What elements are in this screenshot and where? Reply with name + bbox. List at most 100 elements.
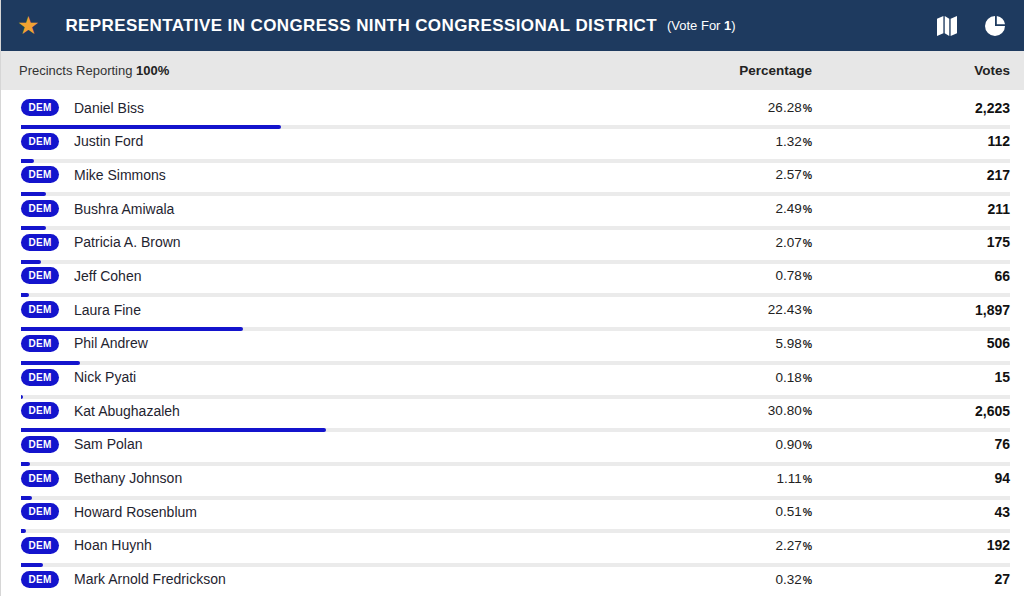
candidate-name: Phil Andrew bbox=[74, 335, 662, 351]
result-bar-track bbox=[21, 125, 1010, 129]
result-bar-fill bbox=[21, 327, 243, 331]
pie-chart-icon[interactable] bbox=[984, 16, 1006, 36]
party-badge: DEM bbox=[21, 537, 59, 554]
candidate-name: Daniel Biss bbox=[74, 100, 662, 116]
result-bar-track bbox=[21, 293, 1010, 297]
candidate-row: DEM Kat Abughazaleh 30.80% 2,605 bbox=[1, 399, 1024, 433]
candidate-name: Laura Fine bbox=[74, 302, 662, 318]
candidate-row: DEM Bushra Amiwala 2.49% 211 bbox=[1, 197, 1024, 231]
column-header-votes: Votes bbox=[812, 63, 1010, 78]
results-subheader: Precincts Reporting 100% Percentage Vote… bbox=[1, 51, 1024, 90]
candidate-name: Jeff Cohen bbox=[74, 268, 662, 284]
votes-value: 15 bbox=[812, 369, 1010, 385]
candidate-row: DEM Bethany Johnson 1.11% 94 bbox=[1, 467, 1024, 501]
result-bar-fill bbox=[21, 159, 34, 163]
vote-for-label: (Vote For 1) bbox=[667, 18, 736, 33]
result-bar-track bbox=[21, 462, 1010, 466]
votes-value: 112 bbox=[812, 133, 1010, 149]
percentage-value: 26.28% bbox=[662, 100, 812, 115]
result-bar-fill bbox=[21, 496, 32, 500]
column-header-percentage: Percentage bbox=[662, 63, 812, 78]
percentage-value: 30.80% bbox=[662, 403, 812, 418]
votes-value: 2,605 bbox=[812, 403, 1010, 419]
candidate-name: Patricia A. Brown bbox=[74, 234, 662, 250]
votes-value: 2,223 bbox=[812, 100, 1010, 116]
percentage-value: 0.18% bbox=[662, 370, 812, 385]
result-bar-track bbox=[21, 159, 1010, 163]
result-bar-fill bbox=[21, 563, 43, 567]
candidate-name: Howard Rosenblum bbox=[74, 504, 662, 520]
party-badge: DEM bbox=[21, 402, 59, 419]
candidate-name: Hoan Huynh bbox=[74, 537, 662, 553]
party-badge: DEM bbox=[21, 335, 59, 352]
votes-value: 506 bbox=[812, 335, 1010, 351]
percentage-value: 0.51% bbox=[662, 504, 812, 519]
candidate-row: DEM Phil Andrew 5.98% 506 bbox=[1, 332, 1024, 366]
percentage-value: 0.32% bbox=[662, 572, 812, 587]
percentage-value: 2.49% bbox=[662, 201, 812, 216]
candidate-row: DEM Daniel Biss 26.28% 2,223 bbox=[1, 96, 1024, 130]
percentage-value: 2.07% bbox=[662, 235, 812, 250]
party-badge: DEM bbox=[21, 301, 59, 318]
percentage-value: 0.78% bbox=[662, 268, 812, 283]
result-bar-track bbox=[21, 496, 1010, 500]
candidate-row: DEM Mark Arnold Fredrickson 0.32% 27 bbox=[1, 568, 1024, 596]
result-bar-fill bbox=[21, 529, 26, 533]
candidate-rows: DEM Daniel Biss 26.28% 2,223 DEM Justin … bbox=[1, 90, 1024, 596]
party-badge: DEM bbox=[21, 267, 59, 284]
party-badge: DEM bbox=[21, 234, 59, 251]
percentage-value: 5.98% bbox=[662, 336, 812, 351]
party-badge: DEM bbox=[21, 133, 59, 150]
votes-value: 217 bbox=[812, 167, 1010, 183]
candidate-name: Mike Simmons bbox=[74, 167, 662, 183]
candidate-name: Nick Pyati bbox=[74, 369, 662, 385]
result-bar-track bbox=[21, 529, 1010, 533]
contest-header: ★ REPRESENTATIVE IN CONGRESS NINTH CONGR… bbox=[1, 0, 1024, 51]
party-badge: DEM bbox=[21, 470, 59, 487]
result-bar-track bbox=[21, 563, 1010, 567]
result-bar-track bbox=[21, 428, 1010, 432]
candidate-name: Justin Ford bbox=[74, 133, 662, 149]
votes-value: 43 bbox=[812, 504, 1010, 520]
result-bar-fill bbox=[21, 192, 46, 196]
candidate-row: DEM Howard Rosenblum 0.51% 43 bbox=[1, 500, 1024, 534]
contest-title: REPRESENTATIVE IN CONGRESS NINTH CONGRES… bbox=[65, 16, 657, 36]
result-bar-fill bbox=[21, 428, 326, 432]
result-bar-fill bbox=[21, 226, 46, 230]
votes-value: 175 bbox=[812, 234, 1010, 250]
votes-value: 94 bbox=[812, 470, 1010, 486]
percentage-value: 0.90% bbox=[662, 437, 812, 452]
candidate-row: DEM Hoan Huynh 2.27% 192 bbox=[1, 534, 1024, 568]
votes-value: 66 bbox=[812, 268, 1010, 284]
precincts-reporting: Precincts Reporting 100% bbox=[19, 63, 169, 78]
result-bar-fill bbox=[21, 293, 29, 297]
result-bar-fill bbox=[21, 395, 23, 399]
result-bar-track bbox=[21, 260, 1010, 264]
party-badge: DEM bbox=[21, 369, 59, 386]
result-bar-track bbox=[21, 192, 1010, 196]
result-bar-track bbox=[21, 361, 1010, 365]
candidate-row: DEM Laura Fine 22.43% 1,897 bbox=[1, 298, 1024, 332]
result-bar-track bbox=[21, 395, 1010, 399]
party-badge: DEM bbox=[21, 436, 59, 453]
candidate-row: DEM Patricia A. Brown 2.07% 175 bbox=[1, 231, 1024, 265]
result-bar-fill bbox=[21, 260, 41, 264]
result-bar-fill bbox=[21, 361, 80, 365]
result-bar-track bbox=[21, 327, 1010, 331]
percentage-value: 1.11% bbox=[662, 471, 812, 486]
votes-value: 192 bbox=[812, 537, 1010, 553]
party-badge: DEM bbox=[21, 99, 59, 116]
map-icon[interactable] bbox=[936, 16, 958, 36]
party-badge: DEM bbox=[21, 200, 59, 217]
percentage-value: 1.32% bbox=[662, 134, 812, 149]
favorite-star-icon[interactable]: ★ bbox=[17, 13, 39, 38]
election-results-panel: ★ REPRESENTATIVE IN CONGRESS NINTH CONGR… bbox=[0, 0, 1024, 596]
candidate-name: Mark Arnold Fredrickson bbox=[74, 571, 662, 587]
party-badge: DEM bbox=[21, 571, 59, 588]
result-bar-fill bbox=[21, 462, 30, 466]
party-badge: DEM bbox=[21, 503, 59, 520]
result-bar-track bbox=[21, 226, 1010, 230]
result-bar-fill bbox=[21, 125, 281, 129]
votes-value: 211 bbox=[812, 201, 1010, 217]
candidate-name: Bushra Amiwala bbox=[74, 201, 662, 217]
